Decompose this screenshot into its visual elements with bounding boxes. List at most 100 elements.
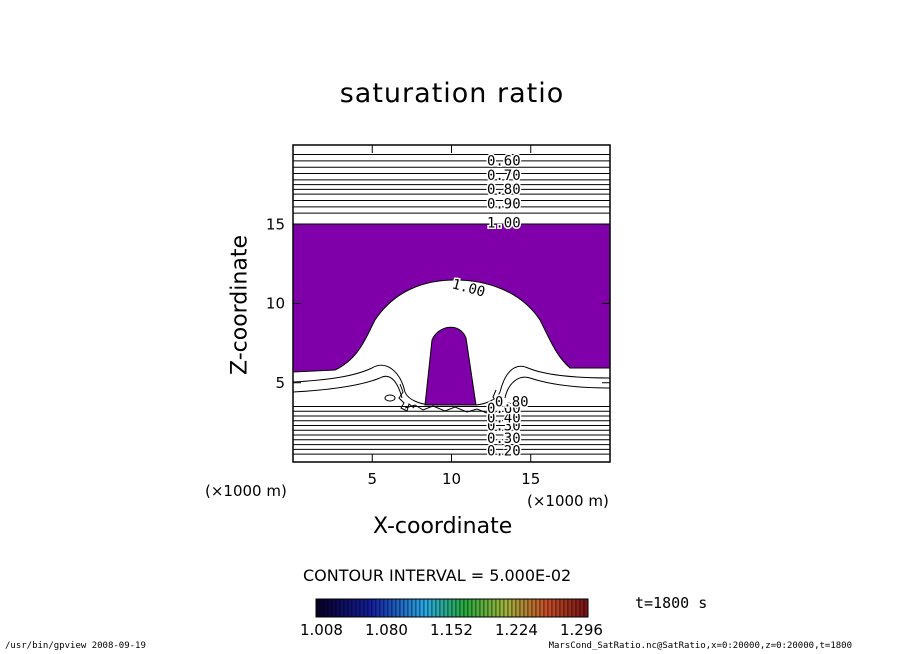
colorbar-cell: [399, 598, 405, 618]
colorbar-tick-label: 1.296: [560, 621, 603, 639]
colorbar-cell: [355, 598, 361, 618]
colorbar-cell: [411, 598, 417, 618]
colorbar-cell: [403, 598, 409, 618]
colorbar-cell: [567, 598, 573, 618]
colorbar-cell: [347, 598, 353, 618]
eddy-left: [384, 394, 396, 402]
colorbar-cell: [431, 598, 437, 618]
colorbar-cell: [343, 598, 349, 618]
colorbar-cell: [583, 598, 589, 618]
colorbar-cell: [447, 598, 453, 618]
x-tick-label: 10: [442, 470, 461, 488]
contour-labels: 0.600.700.800.901.001.000.300.400.200.30…: [449, 152, 531, 461]
footer-left: /usr/bin/gpview 2008-09-19: [5, 641, 146, 651]
colorbar-cell: [571, 598, 577, 618]
colorbar-cell: [551, 598, 557, 618]
contour-label: 0.60: [487, 401, 521, 417]
colorbar-cell: [407, 598, 413, 618]
footer-right: MarsCond_SatRatio.nc@SatRatio,x=0:20000,…: [548, 641, 852, 651]
colorbar-cell: [375, 598, 381, 618]
colorbar-cell: [491, 598, 497, 618]
contour-label: 0.80: [487, 182, 521, 198]
y-tick-label: 10: [266, 295, 285, 313]
colorbar-cell: [359, 598, 365, 618]
colorbar-frame: [315, 598, 589, 618]
colorbar-cell: [419, 598, 425, 618]
colorbar-cell: [495, 598, 501, 618]
colorbar-cell: [531, 598, 537, 618]
colorbar-cell: [415, 598, 421, 618]
colorbar-cell: [523, 598, 529, 618]
colorbar-cell: [471, 598, 477, 618]
colorbar-tick-label: 1.080: [365, 621, 408, 639]
x-unit-label: (×1000 m): [527, 492, 609, 510]
upper-contour-lines: [293, 154, 610, 214]
contour-label: 0.40: [487, 410, 521, 426]
x-axis-label: X-coordinate: [373, 514, 513, 539]
colorbar-cell: [315, 598, 321, 618]
colorbar-cell: [435, 598, 441, 618]
colorbar-cell: [319, 598, 325, 618]
colorbar-cell: [575, 598, 581, 618]
colorbar-cell: [579, 598, 585, 618]
colorbar-cell: [463, 598, 469, 618]
contour-label: 0.90: [487, 196, 521, 212]
colorbar-cell: [535, 598, 541, 618]
colorbar-cell: [527, 598, 533, 618]
colorbar-cell: [339, 598, 345, 618]
contour-label: 0.30: [487, 431, 521, 447]
colorbar-cell: [507, 598, 513, 618]
x-tick-label: 15: [521, 470, 540, 488]
noise-contours: [398, 383, 498, 416]
plume-contour-left-inner: [292, 375, 403, 399]
colorbar-cell: [539, 598, 545, 618]
colorbar-cell: [547, 598, 553, 618]
colorbar-cell: [323, 598, 329, 618]
y-tick-label: 5: [275, 374, 285, 392]
colorbar-cell: [511, 598, 517, 618]
colorbar-cell: [443, 598, 449, 618]
x-tick-label: 5: [367, 470, 377, 488]
y-axis-label: Z-coordinate: [227, 235, 253, 375]
lower-contour-lines: [293, 406, 610, 455]
colorbar-cell: [423, 598, 429, 618]
colorbar-cell: [451, 598, 457, 618]
colorbar-cell: [383, 598, 389, 618]
contour-label: 1.00: [487, 215, 521, 231]
plume-contour-right: [475, 365, 611, 406]
colorbar-cell: [455, 598, 461, 618]
contour-label: 0.20: [487, 444, 521, 460]
colorbar-cell: [387, 598, 393, 618]
colorbar-cell: [543, 598, 549, 618]
colorbar-cell: [367, 598, 373, 618]
colorbar-tick-label: 1.224: [495, 621, 538, 639]
contour-label: 0.60: [487, 154, 521, 170]
colorbar-cell: [379, 598, 385, 618]
colorbar-cell: [483, 598, 489, 618]
y-tick-label: 15: [266, 215, 285, 233]
supersaturated-fill: [292, 223, 611, 406]
colorbar-cell: [331, 598, 337, 618]
colorbar-cell: [487, 598, 493, 618]
colorbar-cell: [459, 598, 465, 618]
plot-area: [292, 144, 611, 463]
colorbar-cell: [327, 598, 333, 618]
tick-labels: 5 10 15 5 10 15: [266, 215, 540, 488]
colorbar-cell: [563, 598, 569, 618]
plume-contour-right-inner: [504, 376, 611, 399]
colorbar-cell: [363, 598, 369, 618]
colorbar-cell: [427, 598, 433, 618]
colorbar-cell: [503, 598, 509, 618]
colorbar-cell: [395, 598, 401, 618]
contour-label: 0.80: [495, 395, 529, 411]
contour-label: 0.30: [487, 418, 521, 434]
colorbar-cell: [555, 598, 561, 618]
colorbar-cell: [391, 598, 397, 618]
colorbar-cell: [559, 598, 565, 618]
colorbar-cell: [371, 598, 377, 618]
contour-interval: CONTOUR INTERVAL = 5.000E-02: [303, 566, 572, 585]
contour-label: 0.70: [487, 168, 521, 184]
colorbar-cell: [351, 598, 357, 618]
colorbar-tick-label: 1.152: [430, 621, 473, 639]
